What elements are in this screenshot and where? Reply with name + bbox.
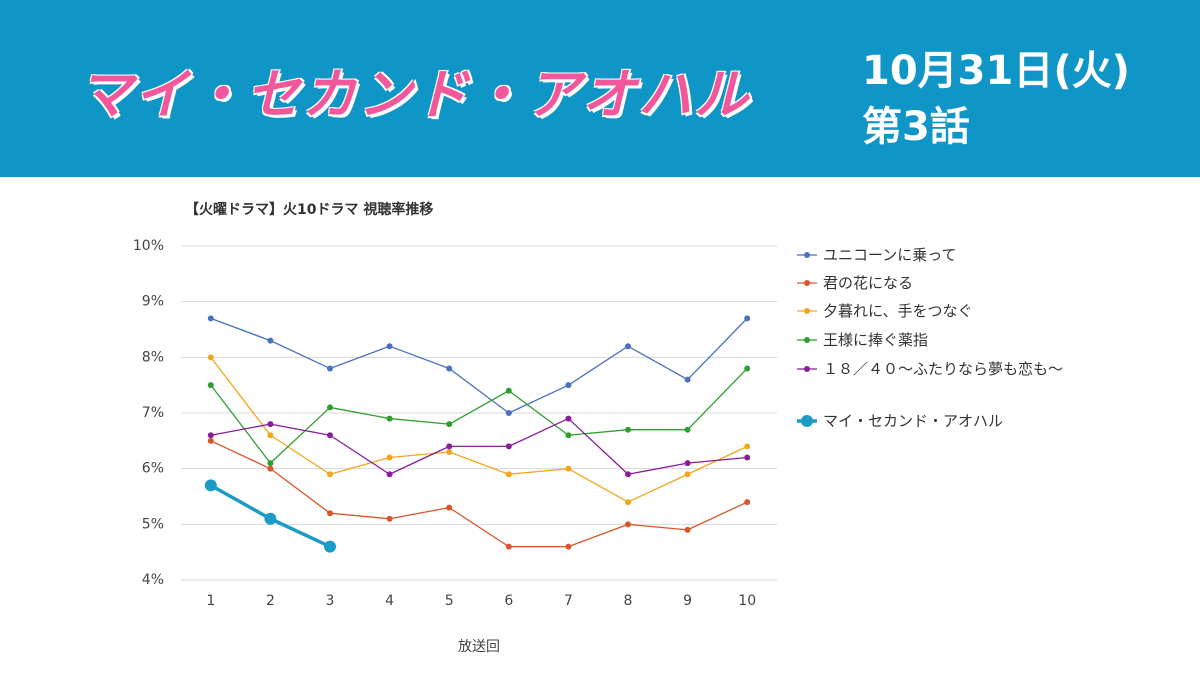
data-point [386, 515, 393, 522]
data-point [744, 499, 751, 506]
data-point [386, 343, 393, 350]
data-point [446, 504, 453, 511]
data-point [267, 465, 274, 472]
series-line [210, 368, 748, 464]
legend-label: 夕暮れに、手をつなぐ [823, 302, 973, 320]
data-point [327, 432, 333, 439]
data-point [625, 521, 631, 528]
data-point [565, 543, 572, 550]
data-point [267, 432, 274, 439]
data-point [625, 471, 631, 478]
data-point [625, 426, 631, 433]
legend-marker [804, 366, 810, 372]
legend-label: 王様に捧ぐ薬指 [823, 331, 929, 349]
data-point [684, 471, 691, 478]
x-axis-label: 放送回 [458, 639, 500, 655]
data-point [684, 376, 691, 383]
data-point [744, 365, 751, 372]
x-tick-label: 8 [624, 593, 633, 609]
legend-marker [804, 280, 810, 286]
y-tick-label: 10% [133, 238, 164, 254]
legend-label: マイ・セカンド・アオハル [823, 412, 1004, 430]
x-tick-label: 10 [738, 593, 756, 609]
x-tick-label: 6 [504, 593, 513, 609]
data-point [565, 465, 572, 472]
data-point [744, 315, 751, 322]
data-point [744, 454, 751, 461]
data-point [505, 410, 512, 416]
legend-label: １８／４０～ふたりなら夢も恋も～ [823, 360, 1064, 378]
data-point [207, 354, 214, 361]
data-point [446, 443, 453, 450]
legend-marker [804, 252, 810, 258]
y-tick-label: 4% [142, 572, 164, 588]
y-tick-label: 8% [142, 349, 164, 365]
data-point [327, 404, 333, 411]
data-point [625, 499, 631, 506]
data-point [327, 471, 333, 478]
series-line [210, 417, 748, 475]
data-point [446, 365, 453, 372]
data-point [684, 426, 691, 433]
data-point [505, 471, 512, 478]
data-point [446, 448, 453, 455]
chart-title: 【火曜ドラマ】火10ドラマ 視聴率推移 [185, 201, 433, 218]
header-band [0, 0, 1200, 177]
y-tick-label: 6% [142, 461, 164, 477]
data-point [565, 432, 572, 439]
legend-label: 君の花になる [823, 274, 914, 292]
data-point [207, 382, 214, 389]
y-tick-label: 5% [142, 516, 164, 532]
y-tick-label: 7% [142, 405, 164, 421]
data-point [207, 437, 214, 444]
y-tick-label: 9% [142, 294, 164, 310]
data-point [204, 479, 217, 492]
data-point [625, 343, 631, 350]
data-point [207, 432, 214, 439]
data-point [565, 415, 572, 422]
data-point [386, 471, 393, 478]
data-point [324, 540, 336, 553]
header-date: 10月31日(火) [862, 48, 1130, 94]
data-point [267, 460, 274, 467]
data-point [565, 382, 572, 389]
data-point [505, 543, 512, 550]
data-point [264, 512, 277, 525]
data-point [207, 315, 214, 322]
data-point [386, 415, 393, 422]
x-tick-label: 1 [206, 593, 215, 609]
data-point [684, 460, 691, 467]
data-point [505, 387, 512, 394]
x-tick-label: 4 [385, 593, 394, 609]
legend-marker [804, 337, 810, 343]
series-line [210, 440, 748, 548]
data-point [267, 337, 274, 344]
x-tick-label: 9 [683, 593, 692, 609]
data-point [267, 421, 274, 428]
series-line [210, 317, 748, 414]
data-point [386, 454, 393, 461]
x-tick-label: 7 [564, 593, 573, 609]
data-point [327, 365, 333, 372]
data-point [446, 421, 453, 428]
header-episode: 第3話 [862, 104, 970, 150]
x-tick-label: 5 [445, 593, 454, 609]
data-point [505, 443, 512, 450]
x-tick-label: 2 [266, 593, 275, 609]
header-title: マイ・セカンド・アオハル [78, 63, 750, 126]
legend-label: ユニコーンに乗って [823, 246, 957, 264]
data-point [744, 443, 751, 450]
data-point [684, 526, 691, 533]
legend-marker [801, 415, 813, 427]
x-tick-label: 3 [326, 593, 335, 609]
legend-marker [804, 308, 810, 314]
data-point [327, 510, 333, 517]
series-line [210, 356, 748, 503]
